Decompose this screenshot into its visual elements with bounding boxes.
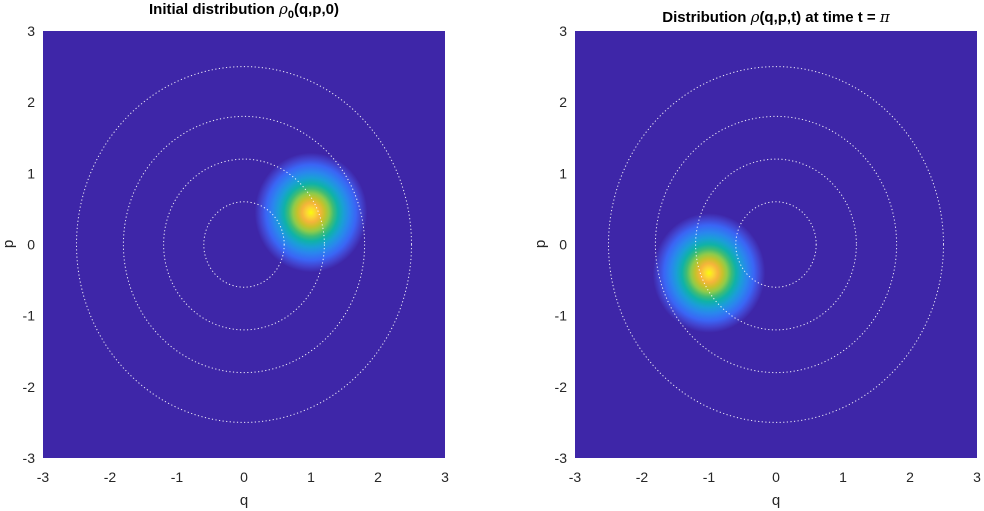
x-tick-label: -1: [703, 469, 716, 485]
y-tick-label: -3: [555, 450, 568, 466]
x-tick-label: 3: [973, 469, 981, 485]
right-title-suffix: (q,p,t) at time t =: [759, 9, 879, 26]
right-density-blob: [652, 213, 766, 333]
x-tick-label: 3: [441, 469, 449, 485]
right-x-ticks: -3 -2 -1 0 1 2 3: [569, 469, 981, 485]
right-title-prefix: Distribution: [662, 9, 750, 26]
left-y-axis-label: p: [0, 240, 17, 248]
left-density-blob: [254, 152, 368, 273]
right-contours: [608, 66, 944, 423]
right-x-axis-label: q: [772, 492, 780, 509]
x-tick-label: 2: [906, 469, 914, 485]
y-tick-label: 2: [27, 94, 35, 110]
right-plot-background: [575, 31, 977, 458]
contour-circle-2: [163, 158, 325, 331]
x-tick-label: -3: [37, 469, 50, 485]
left-plot-background: [43, 31, 445, 458]
x-tick-label: -3: [569, 469, 582, 485]
y-tick-label: 3: [559, 23, 567, 39]
y-tick-label: -3: [23, 450, 36, 466]
left-x-axis-label: q: [240, 492, 248, 509]
x-tick-label: 2: [374, 469, 382, 485]
left-title-subscript: 0: [288, 9, 294, 21]
contour-circle-3: [122, 115, 366, 374]
right-y-ticks: -3 -2 -1 0 1 2 3: [555, 23, 568, 466]
right-title-rho: ρ: [750, 8, 760, 26]
y-tick-label: -2: [23, 379, 36, 395]
right-panel: -3 -2 -1 0 1 2 3 -3 -2 -1 0 1 2 3 Distribution ρ(q,p…: [532, 8, 981, 509]
left-title-prefix: Initial distribution: [149, 1, 279, 18]
y-tick-label: -2: [555, 379, 568, 395]
left-y-ticks: -3 -2 -1 0 1 2 3: [23, 23, 36, 466]
y-tick-label: 1: [27, 165, 35, 181]
x-tick-label: -2: [636, 469, 649, 485]
y-tick-label: 1: [559, 165, 567, 181]
y-tick-label: 0: [27, 237, 35, 253]
contour-circle-4: [76, 66, 412, 423]
left-plot-title: Initial distribution ρ0(q,p,0): [149, 0, 339, 21]
contour-circle-3: [654, 115, 898, 374]
left-panel: -3 -2 -1 0 1 2 3 -3 -2 -1 0 1 2 3 Initial distributi…: [0, 0, 449, 509]
contour-circle-2: [695, 158, 857, 331]
x-tick-label: -2: [104, 469, 117, 485]
right-y-axis-label: p: [532, 240, 549, 248]
x-tick-label: 1: [839, 469, 847, 485]
x-tick-label: 1: [307, 469, 315, 485]
contour-circle-4: [608, 66, 944, 423]
x-tick-label: -1: [171, 469, 184, 485]
left-title-suffix: (q,p,0): [294, 1, 339, 18]
y-tick-label: 2: [559, 94, 567, 110]
right-title-pi: π: [879, 8, 891, 26]
y-tick-label: -1: [555, 308, 568, 324]
y-tick-label: 3: [27, 23, 35, 39]
left-x-ticks: -3 -2 -1 0 1 2 3: [37, 469, 449, 485]
y-tick-label: -1: [23, 308, 36, 324]
contour-circle-1: [735, 201, 817, 288]
contour-circle-1: [203, 201, 285, 288]
right-plot-title: Distribution ρ(q,p,t) at time t = π: [662, 8, 891, 26]
x-tick-label: 0: [772, 469, 780, 485]
left-title-rho: ρ: [278, 0, 288, 18]
left-contours: [76, 66, 412, 423]
y-tick-label: 0: [559, 237, 567, 253]
x-tick-label: 0: [240, 469, 248, 485]
